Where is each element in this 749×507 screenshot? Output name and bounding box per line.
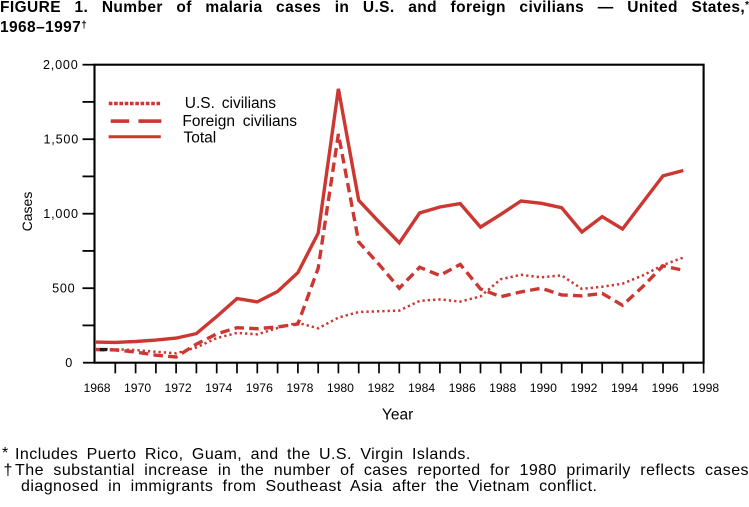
svg-text:Cases: Cases	[19, 192, 35, 232]
svg-text:1968: 1968	[83, 381, 110, 395]
svg-text:Year: Year	[382, 407, 413, 424]
svg-text:1998: 1998	[692, 381, 719, 395]
svg-text:0: 0	[65, 356, 73, 370]
svg-text:1980: 1980	[327, 381, 354, 395]
svg-text:1982: 1982	[367, 381, 394, 395]
svg-text:1984: 1984	[408, 381, 435, 395]
svg-text:1976: 1976	[246, 381, 273, 395]
svg-text:1,000: 1,000	[43, 207, 79, 221]
svg-text:1994: 1994	[611, 381, 638, 395]
svg-text:1978: 1978	[286, 381, 313, 395]
svg-text:1,500: 1,500	[43, 133, 79, 147]
svg-text:1996: 1996	[651, 381, 678, 395]
svg-text:2,000: 2,000	[43, 58, 79, 72]
svg-text:U.S. civilians: U.S. civilians	[185, 95, 276, 112]
svg-text:500: 500	[52, 282, 75, 296]
svg-text:1986: 1986	[449, 381, 476, 395]
svg-text:1988: 1988	[489, 381, 516, 395]
svg-text:Foreign civilians: Foreign civilians	[182, 113, 297, 130]
svg-text:1990: 1990	[530, 381, 557, 395]
svg-text:1992: 1992	[570, 381, 597, 395]
svg-text:1974: 1974	[205, 381, 232, 395]
svg-text:1970: 1970	[124, 381, 151, 395]
svg-text:1972: 1972	[165, 381, 192, 395]
svg-text:Total: Total	[184, 129, 217, 146]
